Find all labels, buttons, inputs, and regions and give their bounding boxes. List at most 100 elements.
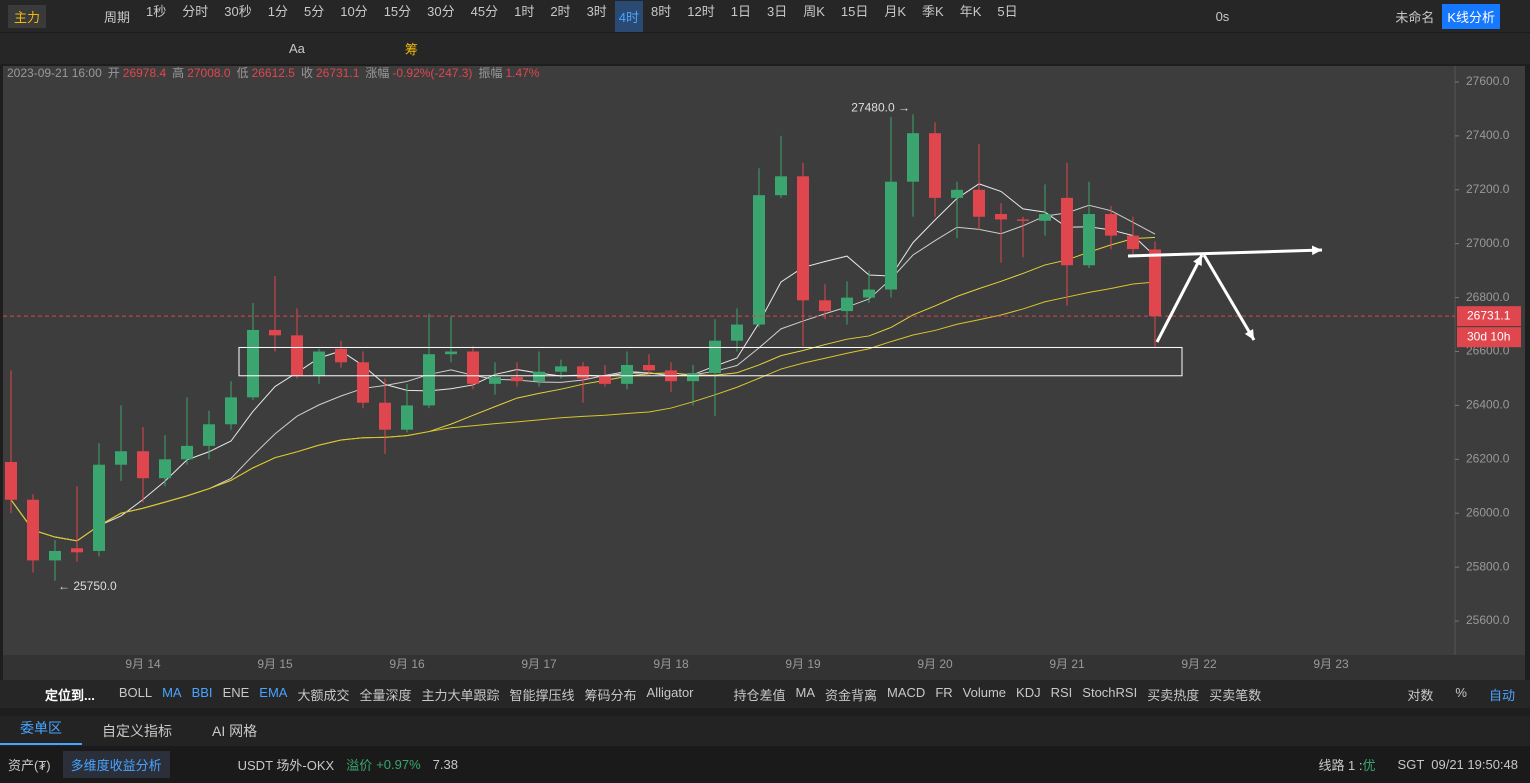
- period-option[interactable]: 分时: [182, 3, 209, 19]
- low-label: ← 25750.0: [58, 579, 117, 593]
- header-change: -0.92%(-247.3): [392, 66, 472, 80]
- zone-box: [238, 346, 1183, 377]
- chart: 2023-09-21 16:00 开 26978.4 高 27008.0 低 26612.5…: [3, 65, 1525, 680]
- period-option[interactable]: 1分: [267, 3, 288, 19]
- period-option[interactable]: 周K: [803, 3, 825, 19]
- candle-body: [775, 176, 787, 196]
- plot-bg: [3, 66, 1525, 655]
- indicator-option[interactable]: Alligator: [646, 684, 694, 700]
- indicator-option[interactable]: ENE: [222, 684, 250, 700]
- candle-body: [71, 548, 83, 553]
- candle-body: [819, 300, 831, 312]
- y-tick-label: 25800.0: [1466, 559, 1510, 573]
- period-option[interactable]: 15日: [840, 3, 869, 19]
- period-option[interactable]: 1时: [514, 3, 535, 19]
- line-quality: 优: [1362, 758, 1376, 773]
- candle-body: [27, 499, 39, 561]
- candle-body: [159, 459, 171, 479]
- period-option[interactable]: 30分: [427, 3, 455, 19]
- period-button[interactable]: 周期: [104, 9, 131, 25]
- date-label: 9月 22: [1181, 657, 1217, 671]
- period-option[interactable]: 年K: [959, 3, 982, 19]
- sub-indicator-option[interactable]: MA: [795, 684, 816, 700]
- candle-body: [1127, 235, 1139, 250]
- main-indicators: BOLL MA BBI ENE EMA 大额成交 全量深度 主力大单跟踪 智能撑压线 筹码分布 Al…: [114, 685, 699, 704]
- axis-option[interactable]: 对数: [1407, 687, 1434, 703]
- candle-body: [995, 214, 1007, 220]
- indicator-option[interactable]: 全量深度: [359, 687, 412, 703]
- candle-body: [511, 377, 523, 382]
- candle-body: [709, 340, 721, 374]
- period-option[interactable]: 4时: [614, 0, 644, 32]
- sub-indicator-option[interactable]: Volume: [962, 684, 1007, 700]
- period-toolbar: 主力 周期 1秒 分时 30秒 1分 5分 10分 15分 30分 45分 1时 2时 3时 4时 8时 1…: [0, 0, 1530, 32]
- period-option[interactable]: 2时: [550, 3, 571, 19]
- header-amplitude: 1.47%: [505, 66, 539, 80]
- candle-body: [973, 189, 985, 217]
- period-option[interactable]: 5日: [997, 3, 1018, 19]
- period-option[interactable]: 30秒: [224, 3, 252, 19]
- kline-button[interactable]: K线分析: [1442, 3, 1500, 29]
- period-option[interactable]: 12时: [687, 3, 715, 19]
- indicator-option[interactable]: 智能撑压线: [509, 687, 575, 703]
- axis-option[interactable]: %: [1455, 684, 1467, 700]
- period-option[interactable]: 3时: [586, 3, 607, 19]
- indicator-option[interactable]: BOLL: [118, 684, 153, 700]
- layout-name[interactable]: 未命名: [1395, 9, 1435, 25]
- period-option[interactable]: 10分: [340, 3, 368, 19]
- sub-indicator-option[interactable]: 买卖热度: [1147, 687, 1200, 703]
- date-label: 9月 18: [653, 657, 689, 671]
- indicator-option[interactable]: 筹码分布: [584, 687, 637, 703]
- locate[interactable]: 定位到...: [45, 687, 95, 703]
- y-tick-label: 27200.0: [1466, 182, 1510, 196]
- sub-indicator-option[interactable]: 资金背离: [825, 687, 878, 703]
- period-option[interactable]: 45分: [470, 3, 499, 19]
- period-option[interactable]: 1日: [730, 3, 751, 19]
- sub-indicator-option[interactable]: FR: [935, 684, 953, 700]
- period-option[interactable]: 15分: [383, 3, 412, 19]
- sub-indicator-option[interactable]: 持仓差值: [733, 687, 786, 703]
- period-option[interactable]: 1秒: [146, 3, 167, 19]
- period-option[interactable]: 8时: [651, 3, 672, 19]
- premium: +0.97%: [376, 757, 421, 772]
- header-high: 27008.0: [187, 66, 231, 80]
- sub-indicators: 持仓差值 MA 资金背离 MACD FR Volume KDJ RSI StochRSI 买卖热度…: [729, 685, 1267, 704]
- axis-option[interactable]: 自动: [1488, 687, 1515, 703]
- sub-indicator-option[interactable]: StochRSI: [1082, 684, 1138, 700]
- candle-body: [203, 424, 215, 446]
- period-option[interactable]: 季K: [922, 3, 944, 19]
- analysis[interactable]: 多维度收益分析: [62, 751, 170, 778]
- period-option[interactable]: 5分: [303, 3, 325, 19]
- arrow-head: [1311, 245, 1322, 256]
- tab[interactable]: 自定义指标: [102, 723, 172, 739]
- indicator-option[interactable]: MA: [162, 684, 182, 700]
- sub-indicator-option[interactable]: MACD: [887, 684, 926, 700]
- last-price-label: 26731.1: [1467, 308, 1511, 322]
- indicator-option[interactable]: 大额成交: [297, 687, 350, 703]
- tab[interactable]: AI 网格: [212, 723, 258, 739]
- header-low-label: 低: [237, 66, 249, 80]
- indicator-option[interactable]: BBI: [191, 684, 213, 700]
- text-tool[interactable]: Aa: [289, 41, 305, 56]
- main-button[interactable]: 主力: [8, 4, 47, 28]
- sub-indicator-option[interactable]: KDJ: [1016, 684, 1041, 700]
- candle-body: [269, 329, 281, 336]
- sub-indicator-option[interactable]: RSI: [1050, 684, 1073, 700]
- indicator-option[interactable]: 主力大单跟踪: [421, 687, 500, 703]
- countdown: 0s: [1215, 8, 1230, 24]
- date-label: 9月 14: [125, 657, 161, 671]
- candle-body: [555, 366, 567, 372]
- candle-body: [577, 366, 589, 379]
- indicator-option[interactable]: EMA: [259, 684, 288, 700]
- candle-body: [753, 195, 765, 325]
- tab[interactable]: 委单区: [0, 718, 82, 745]
- period-option[interactable]: 月K: [884, 3, 907, 19]
- candle-body: [907, 133, 919, 182]
- period-option[interactable]: 3日: [766, 3, 788, 19]
- sub-indicator-option[interactable]: 买卖笔数: [1209, 687, 1262, 703]
- ohlc-header: 2023-09-21 16:00 开 26978.4 高 27008.0 低 26612.5…: [7, 65, 540, 80]
- countdown-label: 30d 10h: [1467, 329, 1510, 343]
- clock: SGT 09/21 19:50:48: [1397, 757, 1518, 772]
- chip-tool[interactable]: 筹: [404, 42, 418, 57]
